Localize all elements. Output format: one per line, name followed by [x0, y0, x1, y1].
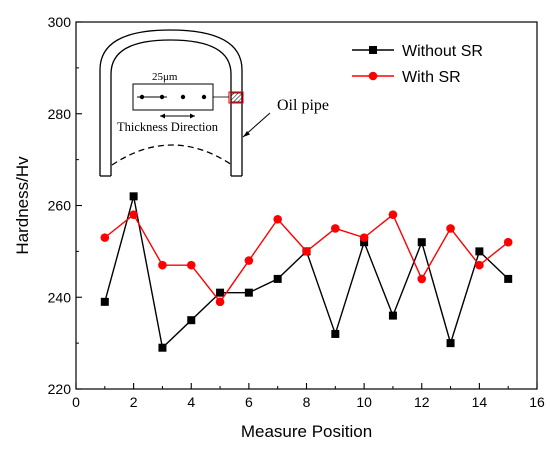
series-without-sr [100, 192, 513, 352]
data-point-circle [446, 224, 455, 233]
oil-pipe-label: Oil pipe [277, 97, 329, 114]
data-point-circle [129, 210, 138, 219]
measure-point-dot [180, 94, 186, 100]
data-point-square [158, 343, 167, 352]
oil-pipe-inset-diagram: 25μm Thickness Direction Oil pipe [99, 29, 329, 177]
legend-marker-circle [368, 71, 378, 81]
x-tick-label: 8 [303, 394, 311, 410]
x-tick-label: 14 [472, 394, 488, 410]
data-point-square [417, 238, 426, 247]
data-point-square [100, 297, 109, 306]
series-line [104, 196, 509, 350]
x-axis-ticks: 0 2 4 6 8 10 12 14 16 [72, 383, 545, 410]
data-point-circle [302, 247, 311, 256]
data-point-square [273, 274, 282, 283]
scale-label: 25μm [152, 71, 178, 83]
y-axis-ticks: 220 240 260 280 300 [48, 14, 82, 397]
series-with-sr [100, 210, 513, 307]
data-point-circle [475, 260, 484, 270]
x-tick-label: 4 [187, 394, 195, 410]
y-tick-label: 220 [48, 381, 72, 397]
pipe-dashed-arc [111, 144, 233, 166]
x-tick-label: 2 [130, 394, 138, 410]
thickness-direction-label: Thickness Direction [117, 120, 219, 134]
data-point-circle [244, 256, 254, 265]
legend-item: With SR [352, 69, 461, 86]
x-tick-label: 10 [356, 394, 372, 410]
data-point-square [504, 274, 513, 283]
measure-point-dot [201, 94, 207, 100]
oil-pipe-callout-arrowhead [243, 131, 250, 137]
measure-points [137, 94, 207, 100]
data-point-square [446, 339, 455, 348]
data-point-square [187, 316, 196, 325]
data-point-circle [503, 237, 513, 247]
y-tick-label: 280 [48, 106, 72, 122]
data-point-square [129, 192, 138, 201]
y-tick-label: 300 [48, 14, 72, 30]
legend-marker-square [369, 46, 377, 54]
plot-frame [75, 21, 538, 390]
thickness-arrowhead-left [160, 113, 165, 119]
data-point-square [360, 238, 369, 247]
x-tick-label: 6 [245, 394, 253, 410]
data-point-circle [186, 260, 196, 270]
data-point-circle [331, 224, 340, 233]
legend-label: With SR [402, 69, 461, 86]
y-axis-title: Hardness/Hv [13, 156, 32, 255]
x-tick-label: 16 [529, 394, 545, 410]
data-point-circle [100, 233, 110, 242]
x-tick-label: 12 [414, 394, 430, 410]
sample-location-marker [228, 91, 244, 104]
thickness-arrowhead-right [190, 113, 195, 119]
data-point-square [244, 288, 253, 297]
data-point-circle [417, 274, 427, 284]
data-point-circle [158, 260, 167, 270]
pipe-inner-wall [110, 39, 232, 176]
legend-label: Without SR [402, 43, 483, 60]
y-tick-label: 260 [48, 198, 72, 214]
pipe-outer-wall [99, 29, 243, 176]
x-axis-title: Measure Position [241, 422, 372, 441]
data-point-circle [359, 233, 369, 242]
data-point-square [216, 288, 225, 297]
data-point-square [388, 311, 397, 320]
legend: Without SR With SR [352, 43, 483, 86]
data-point-circle [273, 214, 282, 224]
data-point-square [331, 329, 340, 338]
series-layer [100, 192, 513, 352]
data-point-circle [388, 210, 398, 219]
data-point-circle [215, 297, 225, 307]
x-tick-label: 0 [72, 394, 80, 410]
legend-item: Without SR [352, 43, 483, 60]
y-tick-label: 240 [48, 289, 72, 305]
data-point-square [475, 247, 484, 256]
sample-location-hatch [230, 92, 243, 103]
